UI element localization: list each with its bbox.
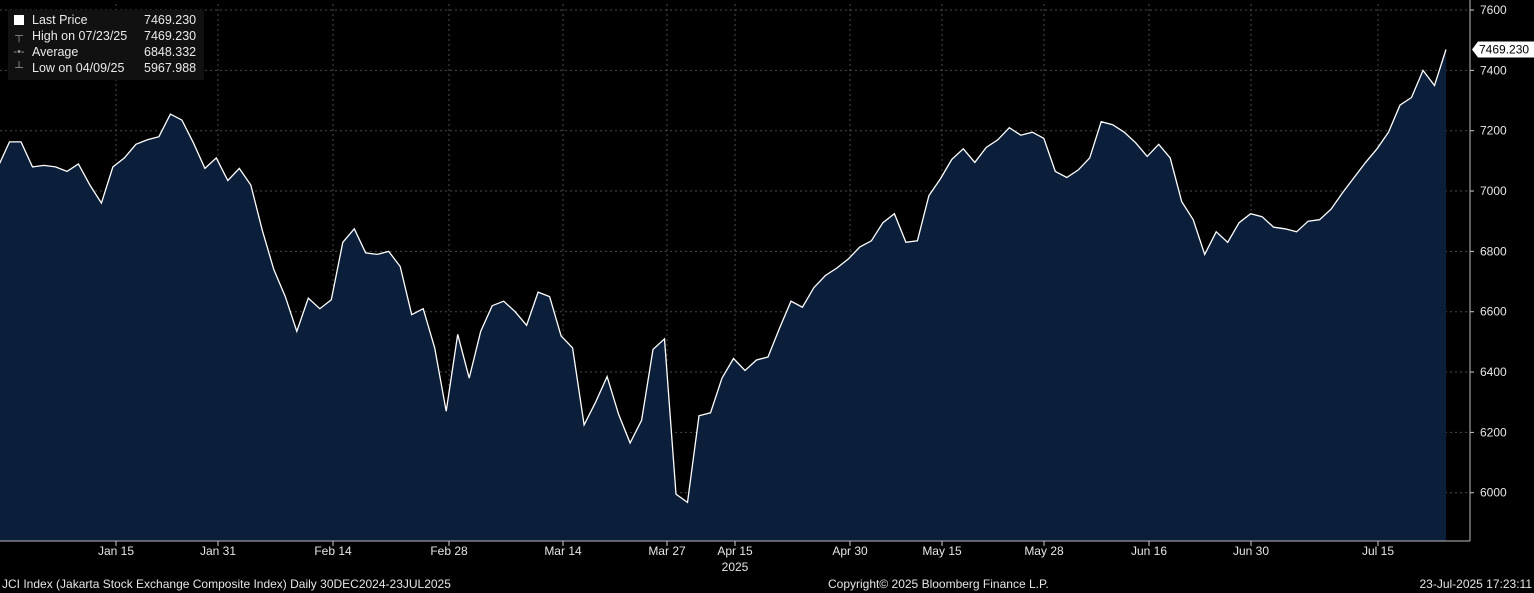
legend-label: Last Price xyxy=(32,13,88,27)
legend-value: 7469.230 xyxy=(144,29,197,43)
y-tick-label: 6600 xyxy=(1480,305,1507,319)
last-price-tag: 7469.230 xyxy=(1472,41,1534,58)
y-tick-label: 7600 xyxy=(1480,3,1507,17)
average-line-icon: -•- xyxy=(13,46,25,58)
legend-item-low: ┴ Low on 04/09/25 5967.988 xyxy=(12,60,196,76)
last-price-tag-box xyxy=(1472,41,1534,58)
y-tick-label: 7000 xyxy=(1480,184,1507,198)
low-marker-icon: ┴ xyxy=(15,62,23,74)
x-tick-label: Feb 28 xyxy=(430,544,468,558)
price-area xyxy=(0,49,1446,541)
x-axis: Jan 15 Jan 31 Feb 14 Feb 28 Mar 14 Mar 27 Apr … xyxy=(0,540,1470,574)
x-tick-label: Jun 30 xyxy=(1233,544,1269,558)
y-tick-label: 6000 xyxy=(1480,486,1507,500)
legend: Last Price 7469.230 ┬ High on 07/23/25 7… xyxy=(8,10,205,80)
y-tick-label: 6200 xyxy=(1480,425,1507,439)
x-year-label: 2025 xyxy=(722,560,749,574)
price-line xyxy=(0,49,1447,504)
footer-security-info: JCI Index (Jakarta Stock Exchange Compos… xyxy=(2,577,451,591)
y-tick-label: 7200 xyxy=(1480,124,1507,138)
legend-label: Average xyxy=(32,45,79,59)
x-tick-label: Mar 27 xyxy=(648,544,686,558)
x-tick-label: Apr 30 xyxy=(832,544,868,558)
legend-item-average: -•- Average 6848.332 xyxy=(12,44,196,60)
y-tick-label: 6400 xyxy=(1480,365,1507,379)
legend-value: 5967.988 xyxy=(144,61,197,75)
y-tick-label: 6800 xyxy=(1480,244,1507,258)
x-tick-label: May 15 xyxy=(922,544,962,558)
legend-value: 6848.332 xyxy=(144,45,197,59)
legend-value: 7469.230 xyxy=(144,13,197,27)
legend-label: Low on 04/09/25 xyxy=(32,61,125,75)
legend-item-high: ┬ High on 07/23/25 7469.230 xyxy=(12,28,196,44)
y-tick-label: 7400 xyxy=(1480,63,1507,77)
y-axis: 6000 6200 6400 6600 6800 7000 7200 7400 7600 xyxy=(1469,0,1507,541)
footer-copyright: Copyright© 2025 Bloomberg Finance L.P. xyxy=(828,577,1049,591)
high-marker-icon: ┬ xyxy=(15,30,23,42)
last-price-tag-text: 7469.230 xyxy=(1479,42,1529,56)
white-square-icon xyxy=(12,13,26,27)
legend-item-last-price: Last Price 7469.230 xyxy=(12,12,196,28)
footer-timestamp: 23-Jul-2025 17:23:11 xyxy=(1419,577,1532,591)
x-tick-label: Jan 15 xyxy=(98,544,134,558)
x-tick-label: Jul 15 xyxy=(1362,544,1394,558)
legend-label: High on 07/23/25 xyxy=(32,29,128,43)
x-tick-label: Jun 16 xyxy=(1131,544,1167,558)
x-tick-label: Apr 15 xyxy=(717,544,753,558)
x-tick-label: Feb 14 xyxy=(314,544,352,558)
x-tick-label: Jan 31 xyxy=(200,544,236,558)
x-tick-label: May 28 xyxy=(1024,544,1064,558)
x-tick-label: Mar 14 xyxy=(544,544,582,558)
